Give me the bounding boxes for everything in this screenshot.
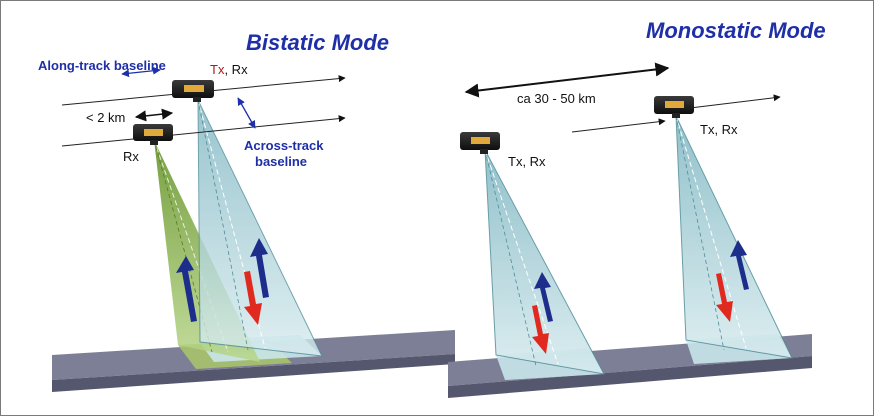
bistatic-title: Bistatic Mode	[246, 30, 389, 55]
tx-velocity-arrow	[250, 238, 269, 298]
mono-ground-strip-side	[448, 356, 812, 398]
sat1-backscatter-arrow	[532, 305, 549, 354]
rx-velocity-arrow	[176, 256, 197, 322]
sat2-velocity-arrow	[730, 240, 749, 290]
ground-strip-side	[52, 354, 455, 392]
distance-label: < 2 km	[86, 110, 125, 125]
monostatic-panel: Monostatic Mode ca 30 - 50 km Tx, Rx Tx,…	[448, 18, 826, 398]
across-track-label-1: Across-track	[244, 138, 324, 153]
tx-backscatter-arrow	[244, 271, 262, 325]
sat2-backscatter-arrow	[716, 273, 733, 322]
monostatic-title: Monostatic Mode	[646, 18, 826, 43]
across-track-arrow	[237, 97, 256, 129]
along-track-label: Along-track baseline	[38, 58, 166, 73]
tx-rx-label: Tx, Rx	[210, 62, 248, 77]
sat1-satellite	[460, 132, 500, 154]
sat1-velocity-arrow	[534, 272, 553, 322]
tx-beam	[197, 99, 323, 357]
rx-track-line	[61, 115, 346, 147]
sat2-satellite	[654, 96, 694, 118]
sat2-beam	[675, 115, 793, 359]
rx-satellite	[133, 124, 173, 145]
along-track-arrow	[121, 66, 161, 78]
sat1-track-line	[571, 118, 666, 133]
sat2-label: Tx, Rx	[700, 122, 738, 137]
distance-arrow	[134, 108, 174, 122]
bistatic-panel: Bistatic Mode Along-track baseline Tx, R…	[38, 30, 455, 392]
sat1-label: Tx, Rx	[508, 154, 546, 169]
across-track-label-2: baseline	[255, 154, 307, 169]
mono-distance-arrow	[464, 62, 670, 98]
sat1-beam	[484, 149, 605, 375]
rx-label: Rx	[123, 149, 139, 164]
mono-distance-label: ca 30 - 50 km	[517, 91, 596, 106]
tx-satellite	[172, 80, 214, 102]
sat2-track-line	[689, 94, 781, 109]
